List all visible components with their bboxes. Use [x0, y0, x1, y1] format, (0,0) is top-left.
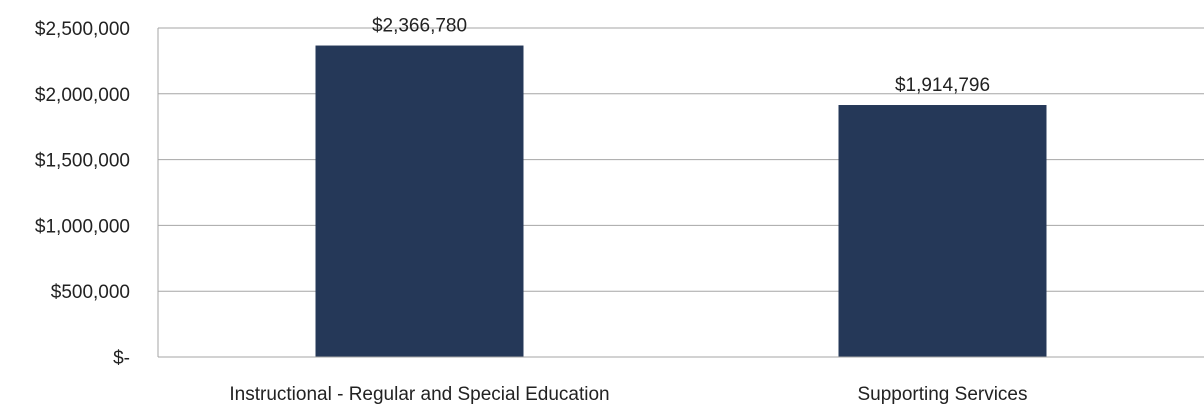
y-tick-label: $2,500,000 [35, 19, 130, 40]
category-label: Supporting Services [857, 384, 1027, 405]
axes [157, 28, 1204, 358]
y-tick-label: $1,000,000 [35, 216, 130, 237]
y-tick-label: $- [113, 348, 130, 369]
data-label: $2,366,780 [372, 16, 467, 37]
y-tick-label: $1,500,000 [35, 151, 130, 172]
category-labels: Instructional - Regular and Special Educ… [229, 384, 1027, 405]
gridlines [158, 27, 1204, 292]
bar [315, 45, 524, 358]
data-labels: $2,366,780 $1,914,796 [372, 16, 990, 96]
data-label: $1,914,796 [895, 75, 990, 96]
y-tick-label: $500,000 [51, 282, 130, 303]
y-tick-label: $2,000,000 [35, 85, 130, 106]
y-tick-labels: $- $500,000 $1,000,000 $1,500,000 $2,000,000… [35, 19, 130, 369]
category-label: Instructional - Regular and Special Educ… [229, 384, 609, 405]
bar [838, 105, 1047, 357]
bars [315, 45, 1047, 358]
